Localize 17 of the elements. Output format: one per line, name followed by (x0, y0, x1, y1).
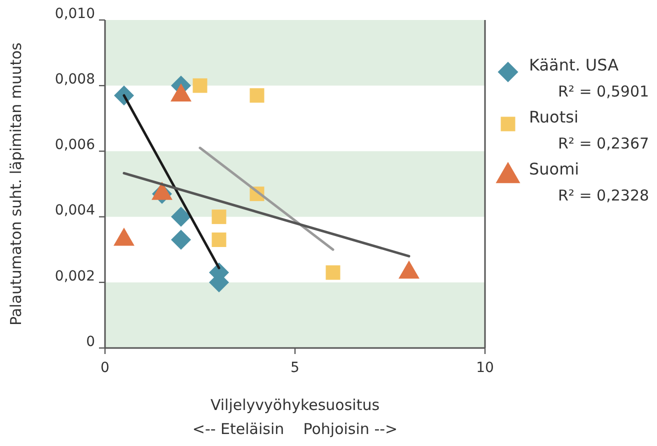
y-tick-label: 0,002 (54, 268, 95, 284)
x-tick-label: 5 (290, 360, 300, 376)
y-tick-label: 0,008 (54, 72, 95, 88)
legend-label: Käänt. USA (529, 55, 619, 74)
y-tick-label: 0,006 (54, 137, 96, 154)
text: R² = 0,2367 (558, 134, 650, 152)
x-axis-title: Viljelyvyöhykesuositus <-- Eteläisin Pohjoisin --> (192, 396, 398, 438)
x-tick-label: 0 (100, 360, 110, 376)
y-tick-label: 0,010 (54, 6, 95, 22)
y-tick-label: 0 (86, 334, 95, 350)
legend-label: Suomi (529, 159, 580, 178)
text: R² = 0,2328 (558, 186, 650, 204)
text: R² = 0,5901 (558, 82, 650, 100)
y-axis-title: Palautumaton suht. läpimitan muutos (7, 42, 25, 326)
y-tick-label: 0,004 (54, 202, 96, 219)
x-tick-label: 10 (476, 360, 494, 376)
legend-label: Ruotsi (529, 107, 578, 126)
